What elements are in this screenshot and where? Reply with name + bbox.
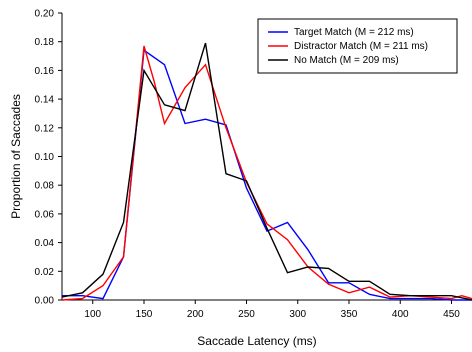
y-axis-ticks: 0.00 0.02 0.04 0.06 0.08 0.10 0.12 0.14 0.16 0.18…: [35, 9, 62, 307]
y-tick-label: 0.14: [35, 95, 55, 106]
y-tick-label: 0.20: [35, 9, 55, 20]
y-tick-label: 0.02: [35, 267, 55, 278]
x-tick-label: 200: [187, 309, 204, 320]
x-tick-label: 400: [392, 309, 409, 320]
legend-label: Target Match (M = 212 ms): [294, 27, 414, 38]
legend-label: Distractor Match (M = 211 ms): [294, 41, 428, 52]
legend-box: [257, 18, 458, 74]
legend-label: No Match (M = 209 ms): [294, 55, 399, 66]
y-tick-label: 0.12: [35, 123, 55, 134]
y-tick-label: 0.18: [35, 37, 55, 48]
y-tick-label: 0.16: [35, 66, 55, 77]
x-tick-label: 100: [84, 309, 101, 320]
y-tick-label: 0.06: [35, 209, 55, 220]
x-axis-ticks: 100 150 200 250 300 350 400 450: [84, 300, 460, 320]
series-layer: [61, 42, 472, 301]
x-tick-label: 150: [136, 309, 153, 320]
x-tick-label: 350: [341, 309, 358, 320]
y-tick-label: 0.10: [35, 152, 55, 163]
legend: Target Match (M = 212 ms) Distractor Matc…: [257, 18, 458, 74]
series-line-1: [61, 45, 472, 301]
y-tick-label: 0.04: [35, 238, 55, 249]
y-tick-label: 0.08: [35, 181, 55, 192]
x-tick-label: 300: [289, 309, 306, 320]
x-tick-label: 450: [443, 309, 460, 320]
y-tick-label: 0.00: [35, 296, 55, 307]
x-tick-label: 250: [238, 309, 255, 320]
x-axis-label: Saccade Latency (ms): [197, 334, 316, 348]
y-axis-label: Proportion of Saccades: [9, 94, 23, 219]
series-line-2: [61, 42, 472, 301]
series-line-0: [62, 49, 472, 301]
